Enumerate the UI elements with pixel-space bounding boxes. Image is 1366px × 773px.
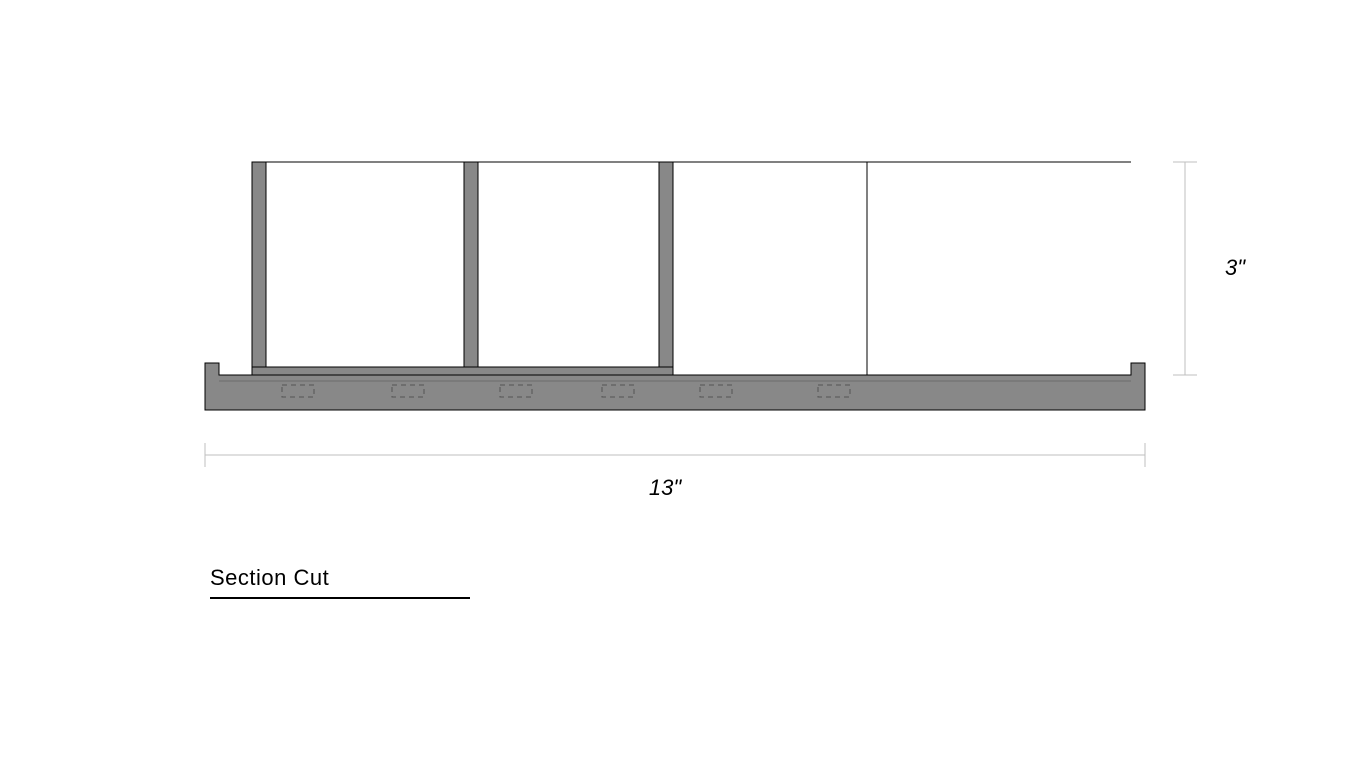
title-underline bbox=[210, 597, 470, 599]
drawing-title: Section Cut bbox=[210, 565, 470, 599]
bottom-rail bbox=[252, 367, 673, 375]
dim-label-height: 3" bbox=[1225, 255, 1246, 280]
title-text: Section Cut bbox=[210, 565, 470, 591]
dim-label-width: 13" bbox=[649, 475, 682, 500]
mullion bbox=[252, 162, 266, 375]
section-drawing: 13" 3" bbox=[0, 0, 1366, 768]
mullion bbox=[464, 162, 478, 375]
drawing-canvas: 13" 3" Section Cut bbox=[0, 0, 1366, 768]
mullion bbox=[659, 162, 673, 375]
